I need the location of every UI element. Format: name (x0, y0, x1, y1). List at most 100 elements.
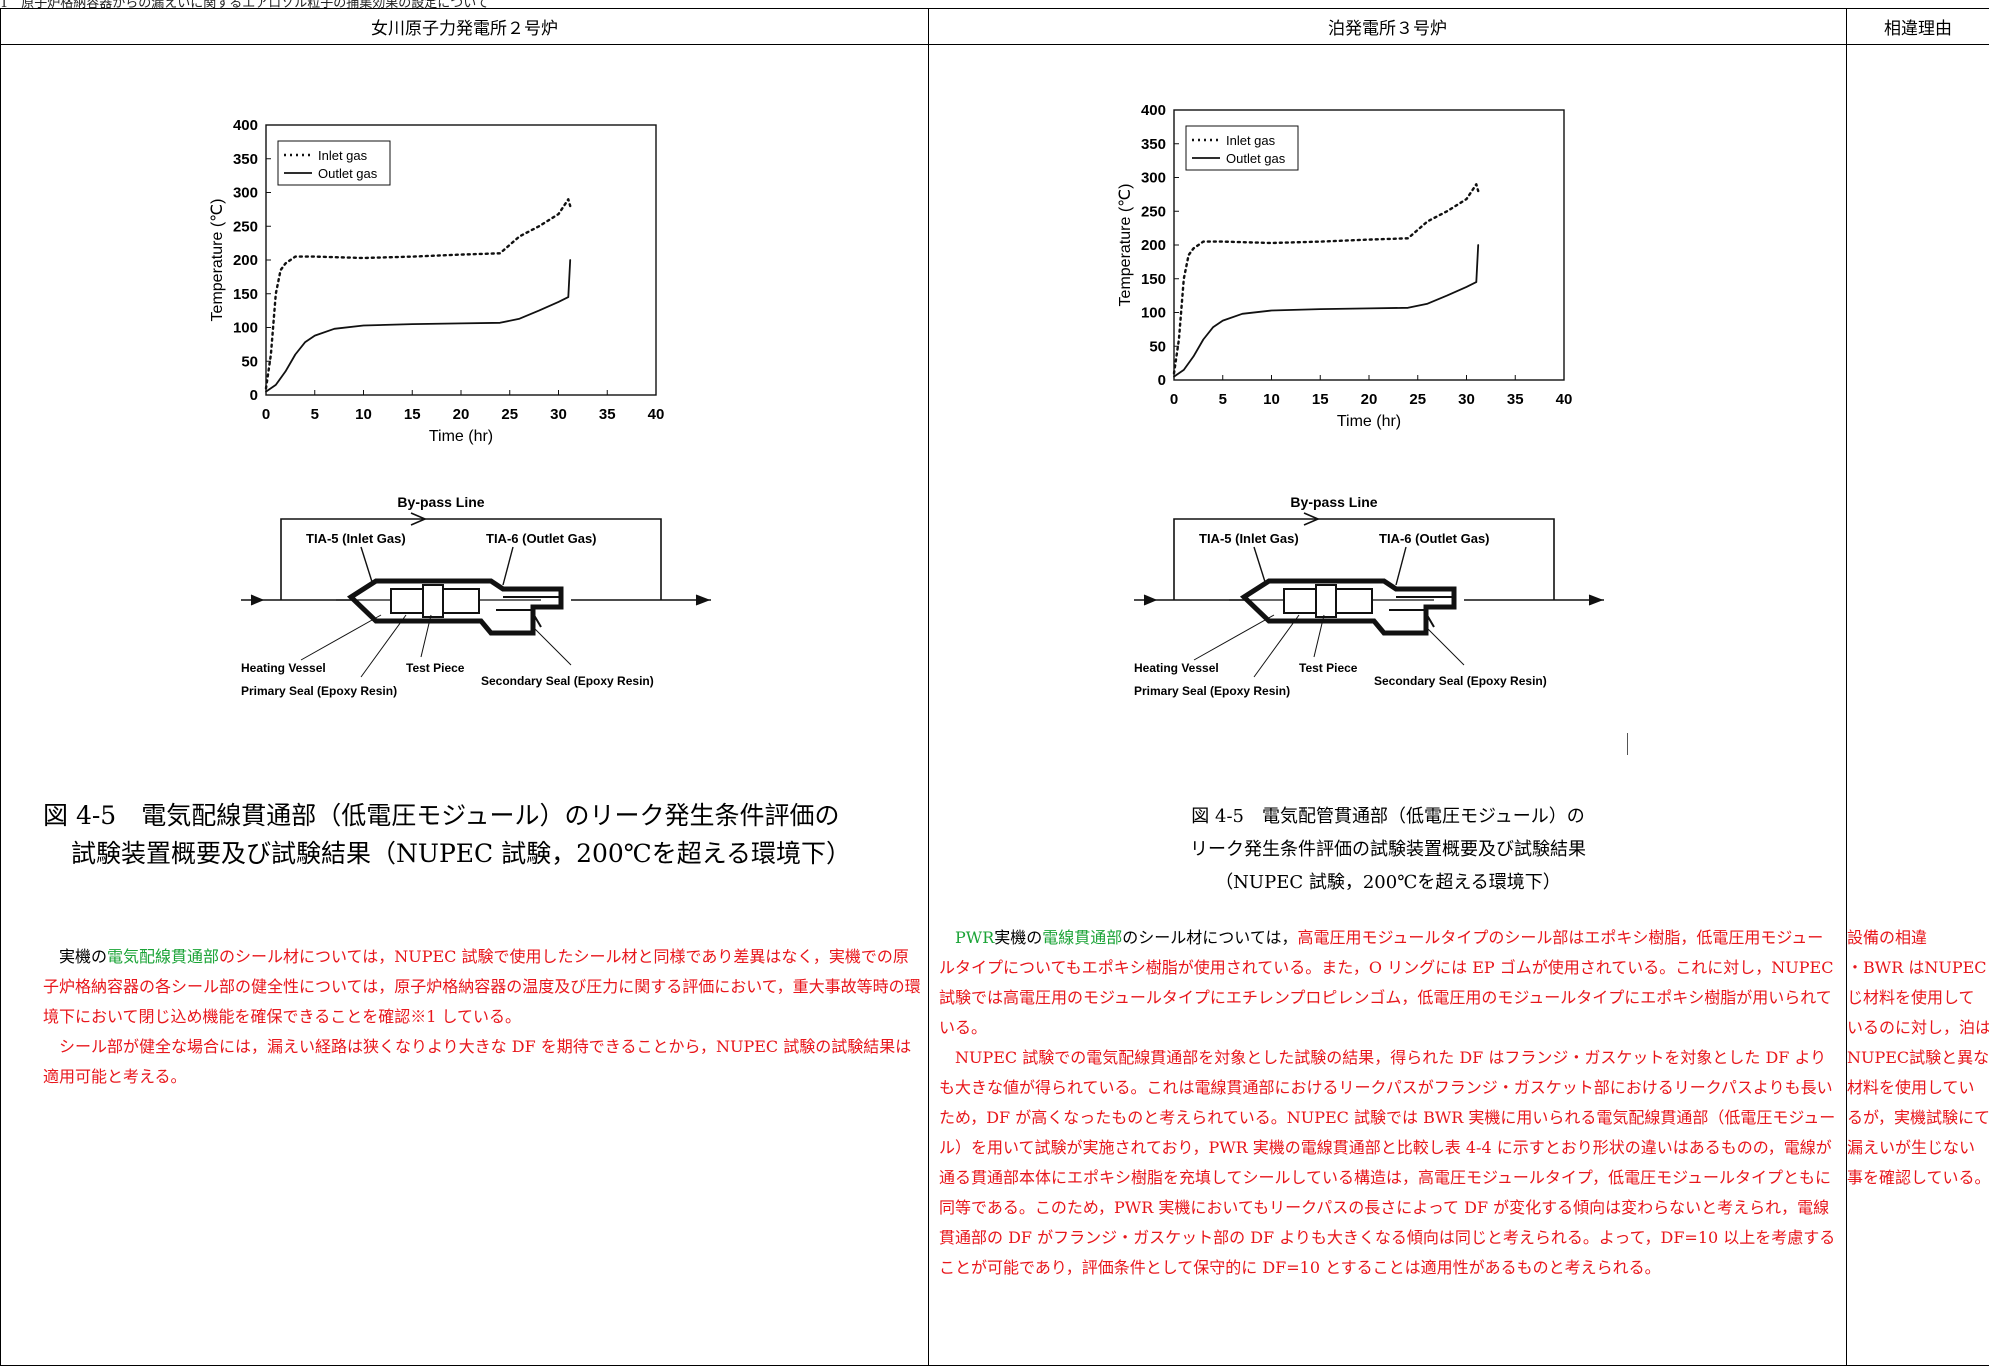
y-tick-label: 400 (1141, 102, 1166, 119)
heating-vessel-label: Heating Vessel (241, 661, 326, 675)
left-p1-prefix: 実機の (59, 947, 107, 966)
text-cursor (1627, 733, 1628, 755)
left-paragraph-1: 実機の電気配線貫通部のシール材については，NUPEC 試験で使用したシール材と同… (43, 942, 923, 1032)
reason-line: 漏えいが生じない (1847, 1133, 1989, 1163)
left-test-apparatus-diagram: By-pass Line TIA-5 (Inlet Gas) TIA-6 (Outl… (241, 485, 721, 714)
y-tick-label: 150 (1141, 271, 1166, 288)
x-tick-label: 25 (501, 406, 518, 423)
tia5-label: TIA-5 (Inlet Gas) (1199, 531, 1299, 546)
outlet-arrow (696, 595, 709, 605)
heating-vessel-leader (1194, 615, 1274, 660)
left-paragraph-2: シール部が健全な場合には，漏えい経路は狭くなりより大きな DF を期待できること… (43, 1032, 923, 1092)
middle-caption-line1: 図 4-5 電気配管貫通部（低電圧モジュール）の (929, 800, 1847, 833)
x-tick-label: 5 (1219, 391, 1227, 408)
middle-figure-caption: 図 4-5 電気配管貫通部（低電圧モジュール）の リーク発生条件評価の試験装置概… (929, 800, 1847, 899)
middle-p1-connector: のシール材については， (1122, 928, 1297, 947)
x-tick-label: 30 (1458, 391, 1475, 408)
secondary-seal-leader (531, 625, 571, 665)
heating-vessel-label: Heating Vessel (1134, 661, 1219, 675)
reason-line: 事を確認している。 (1847, 1163, 1989, 1193)
y-tick-label: 350 (233, 151, 258, 168)
y-tick-label: 250 (1141, 203, 1166, 220)
y-tick-label: 350 (1141, 136, 1166, 153)
reason-text: 設備の相違 ・BWR はNUPEC と同 じ材料を使用して いるのに対し，泊は … (1847, 923, 1989, 1193)
x-tick-label: 40 (648, 406, 665, 423)
reason-line: ・BWR はNUPEC と同 (1847, 953, 1989, 983)
x-tick-label: 0 (262, 406, 270, 423)
test-piece-core (1316, 585, 1336, 617)
test-piece-label: Test Piece (1299, 661, 1358, 675)
primary-seal-leader (361, 615, 406, 677)
y-tick-label: 200 (233, 252, 258, 269)
inlet-arrow (251, 595, 263, 605)
tia5-leader (361, 547, 373, 585)
x-tick-label: 20 (453, 406, 470, 423)
primary-seal-leader (1254, 615, 1299, 677)
left-column-header: 女川原子力発電所２号炉 (1, 9, 929, 45)
top-line: 1 原子炉格納容器からの漏えいに関するエアロゾル粒子の捕集効果の設定について (0, 0, 1200, 8)
reason-line: いるのに対し，泊は (1847, 1013, 1989, 1043)
y-tick-label: 200 (1141, 237, 1166, 254)
y-tick-label: 100 (1141, 305, 1166, 322)
comparison-table: 女川原子力発電所２号炉 泊発電所３号炉 相違理由 0 5 10 15 20 25 30 35 4… (0, 8, 1989, 1366)
tia5-label: TIA-5 (Inlet Gas) (306, 531, 406, 546)
secondary-seal-label: Secondary Seal (Epoxy Resin) (1374, 674, 1547, 688)
secondary-seal-leader (1424, 625, 1464, 665)
x-tick-label: 10 (355, 406, 372, 423)
x-tick-label: 5 (311, 406, 319, 423)
y-tick-label: 50 (241, 353, 258, 370)
y-tick-label: 300 (1141, 170, 1166, 187)
tia6-label: TIA-6 (Outlet Gas) (486, 531, 597, 546)
outlet-arrow (1589, 595, 1602, 605)
inlet-gas-series-line (1174, 184, 1478, 373)
x-tick-label: 35 (1507, 391, 1524, 408)
middle-p1-pwr: PWR (955, 928, 994, 947)
left-caption-line1: 図 4-5 電気配線貫通部（低電圧モジュール）のリーク発生条件評価の (43, 797, 923, 835)
outlet-gas-series-line (266, 260, 570, 392)
apparatus-diagram-svg: By-pass Line TIA-5 (Inlet Gas) TIA-6 (Outl… (1134, 485, 1614, 710)
reason-column-header: 相違理由 (1847, 9, 1989, 45)
middle-caption-line3: （NUPEC 試験，200℃を超える環境下） (929, 866, 1847, 899)
x-tick-label: 30 (550, 406, 567, 423)
x-tick-label: 15 (1312, 391, 1329, 408)
y-axis-label: Temperature (℃) (1117, 184, 1134, 307)
tia6-leader (1396, 547, 1406, 585)
test-piece-core (423, 585, 443, 617)
primary-seal-label: Primary Seal (Epoxy Resin) (1134, 684, 1290, 698)
middle-p1-prefix: 実機の (994, 928, 1042, 947)
x-tick-label: 25 (1409, 391, 1426, 408)
y-tick-label: 0 (250, 387, 258, 404)
x-axis-label: Time (hr) (429, 428, 493, 445)
reason-cell: 設備の相違 ・BWR はNUPEC と同 じ材料を使用して いるのに対し，泊は … (1847, 45, 1989, 1365)
tia6-leader (503, 547, 513, 585)
left-figure-caption: 図 4-5 電気配線貫通部（低電圧モジュール）のリーク発生条件評価の 試験装置概… (43, 797, 923, 873)
legend-label: Outlet gas (1226, 151, 1286, 166)
heating-vessel-leader (301, 615, 381, 660)
middle-p1-term: 電線貫通部 (1042, 928, 1122, 947)
middle-column-header: 泊発電所３号炉 (929, 9, 1847, 45)
bypass-label: By-pass Line (1290, 494, 1377, 510)
bypass-label: By-pass Line (397, 494, 484, 510)
tia6-label: TIA-6 (Outlet Gas) (1379, 531, 1490, 546)
y-tick-label: 250 (233, 218, 258, 235)
primary-seal-label: Primary Seal (Epoxy Resin) (241, 684, 397, 698)
y-tick-label: 0 (1158, 372, 1166, 389)
left-caption-line2: 試験装置概要及び試験結果（NUPEC 試験，200℃を超える環境下） (43, 835, 923, 873)
inlet-arrow (1144, 595, 1156, 605)
reason-line: じ材料を使用して (1847, 983, 1989, 1013)
left-p1-term: 電気配線貫通部 (107, 947, 219, 966)
middle-paragraph-1: PWR実機の電線貫通部のシール材については，高電圧用モジュールタイプのシール部は… (939, 923, 1837, 1043)
middle-body-text: PWR実機の電線貫通部のシール材については，高電圧用モジュールタイプのシール部は… (939, 923, 1837, 1283)
x-tick-label: 40 (1556, 391, 1573, 408)
x-axis-label: Time (hr) (1337, 413, 1401, 430)
y-axis-label: Temperature (℃) (209, 199, 226, 322)
legend-label: Outlet gas (318, 166, 378, 181)
test-piece-label: Test Piece (406, 661, 465, 675)
reason-line: 設備の相違 (1847, 923, 1989, 953)
x-tick-label: 20 (1361, 391, 1378, 408)
